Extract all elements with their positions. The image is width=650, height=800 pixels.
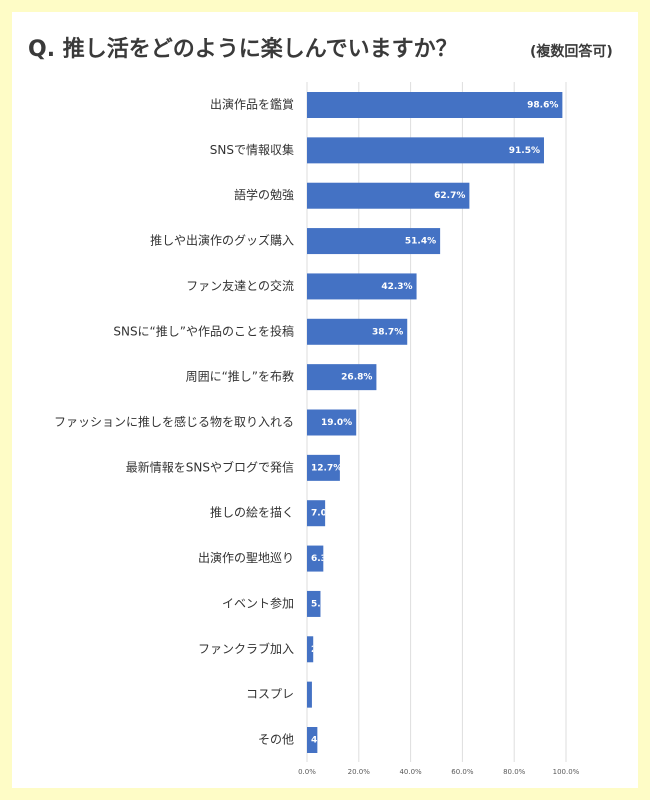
bar — [307, 137, 544, 164]
value-label: 62.7% — [434, 191, 465, 201]
value-label: 98.6% — [527, 101, 558, 111]
value-label: 51.4% — [405, 237, 436, 247]
y-tick-label: ファンクラブ加入 — [198, 641, 294, 656]
bar — [307, 545, 324, 572]
value-label: 91.5% — [509, 146, 540, 156]
bar — [307, 364, 377, 391]
x-tick-label: 0.0% — [298, 768, 316, 776]
y-tick-label: 最新情報をSNSやブログで発信 — [126, 459, 294, 474]
chart-title: Q. 推し活をどのように楽しんでいますか？ — [28, 36, 458, 62]
value-label: 12.7% — [311, 463, 342, 473]
y-tick-label: 出演作の聖地巡り — [198, 550, 294, 565]
x-tick-label: 60.0% — [451, 768, 474, 776]
y-tick-label: 出演作品を鑑賞 — [210, 97, 294, 112]
value-label: 5. — [311, 599, 321, 609]
y-tick-label: 推しや出演作のグッズ購入 — [150, 233, 294, 248]
bar — [307, 590, 321, 617]
y-tick-label: その他 — [258, 733, 294, 747]
bar — [307, 92, 563, 118]
y-tick-label: コスプレ — [246, 687, 294, 701]
value-label: 4. — [311, 736, 321, 746]
value-label: 26.8% — [341, 373, 372, 383]
bar — [307, 727, 318, 753]
y-tick-label: 推しの絵を描く — [210, 505, 294, 520]
y-tick-label: イベント参加 — [222, 595, 294, 610]
value-label: 7.0 — [311, 509, 327, 519]
y-tick-label: SNSに“推し”や作品のことを投稿 — [113, 323, 294, 338]
bar — [307, 228, 441, 255]
bar — [307, 454, 340, 481]
value-label: 19.0% — [321, 418, 352, 428]
bar — [307, 273, 417, 300]
bar — [307, 681, 312, 708]
value-label: 38.7% — [372, 327, 403, 337]
y-tick-label: ファッションに推しを感じる物を取り入れる — [54, 414, 294, 429]
chart-subtitle: (複数回答可) — [530, 43, 613, 60]
value-label: 42.3% — [381, 282, 412, 292]
y-tick-label: 語学の勉強 — [234, 187, 294, 202]
bar — [307, 500, 326, 527]
bar — [307, 409, 357, 436]
value-label: 2 — [311, 645, 317, 655]
x-tick-label: 40.0% — [399, 768, 422, 776]
bar — [307, 636, 314, 663]
bar — [307, 182, 470, 209]
y-tick-label: SNSで情報収集 — [210, 142, 294, 157]
x-tick-label: 100.0% — [553, 768, 580, 776]
card — [12, 12, 638, 788]
x-tick-label: 20.0% — [348, 768, 371, 776]
y-tick-label: ファン友達との交流 — [186, 278, 294, 293]
y-tick-label: 周囲に“推し”を布教 — [186, 369, 294, 384]
x-tick-label: 80.0% — [503, 768, 526, 776]
bar — [307, 318, 408, 345]
value-label: 6.3 — [311, 554, 327, 564]
